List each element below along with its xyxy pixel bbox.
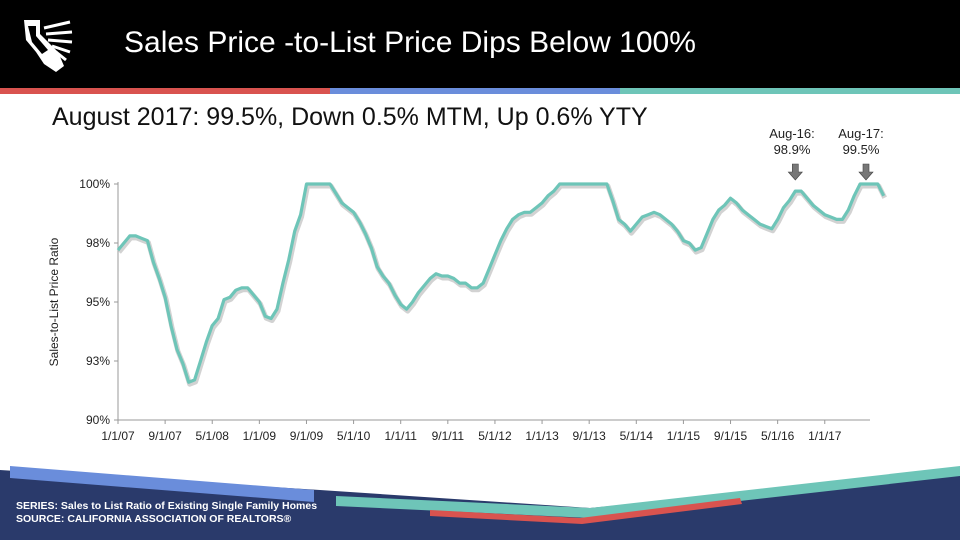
callout-aug-17: Aug-17: 99.5% [830, 126, 892, 158]
y-tick-label: 100% [79, 177, 110, 191]
chart-subtitle: August 2017: 99.5%, Down 0.5% MTM, Up 0.… [52, 103, 648, 131]
series-label: SERIES: Sales to List Ratio of Existing … [16, 500, 318, 512]
x-tick-label: 9/1/15 [714, 429, 748, 443]
x-tick-label: 9/1/09 [290, 429, 324, 443]
callout-period: Aug-17: [838, 126, 884, 141]
source-note: SERIES: Sales to List Ratio of Existing … [16, 500, 317, 526]
x-tick-label: 1/1/07 [101, 429, 135, 443]
callout-value: 98.9% [773, 142, 811, 157]
x-tick-label: 1/1/11 [384, 429, 417, 443]
x-tick-label: 5/1/14 [620, 429, 654, 443]
callout-period: Aug-16: [769, 126, 815, 141]
x-tick-label: 9/1/11 [432, 429, 465, 443]
y-tick-label: 90% [86, 413, 110, 427]
x-tick-label: 1/1/15 [667, 429, 701, 443]
x-tick-label: 5/1/10 [337, 429, 371, 443]
slide-title: Sales Price -to-List Price Dips Below 10… [124, 26, 696, 59]
car-logo-icon [24, 20, 73, 72]
x-tick-label: 5/1/08 [196, 429, 230, 443]
down-arrow-icon [858, 163, 874, 181]
y-tick-label: 95% [86, 295, 110, 309]
series-line-shadow [117, 183, 887, 387]
x-tick-label: 9/1/13 [572, 429, 606, 443]
callout-aug-16: Aug-16: 98.9% [761, 126, 823, 158]
x-tick-label: 9/1/07 [148, 429, 182, 443]
footer-band [0, 466, 960, 540]
source-label: SOURCE: CALIFORNIA ASSOCIATION OF REALTO… [16, 513, 292, 525]
y-tick-label: 93% [86, 354, 110, 368]
x-tick-label: 1/1/09 [243, 429, 277, 443]
y-axis-title: Sales-to-List Price Ratio [47, 237, 61, 366]
down-arrow-icon [787, 163, 803, 181]
x-tick-label: 5/1/16 [761, 429, 795, 443]
x-tick-label: 5/1/12 [478, 429, 512, 443]
x-tick-label: 1/1/17 [808, 429, 842, 443]
y-tick-label: 98% [86, 236, 110, 250]
header-accent-stripes [0, 88, 960, 94]
sales-to-list-chart: 90% 93% 95% 98% 100% 1/1/07 9/1/07 5/1/08 1/1/09… [47, 163, 887, 443]
callout-value: 99.5% [842, 142, 880, 157]
series-line [116, 182, 886, 384]
x-tick-label: 1/1/13 [525, 429, 559, 443]
title-bar: Sales Price -to-List Price Dips Below 10… [0, 0, 960, 88]
